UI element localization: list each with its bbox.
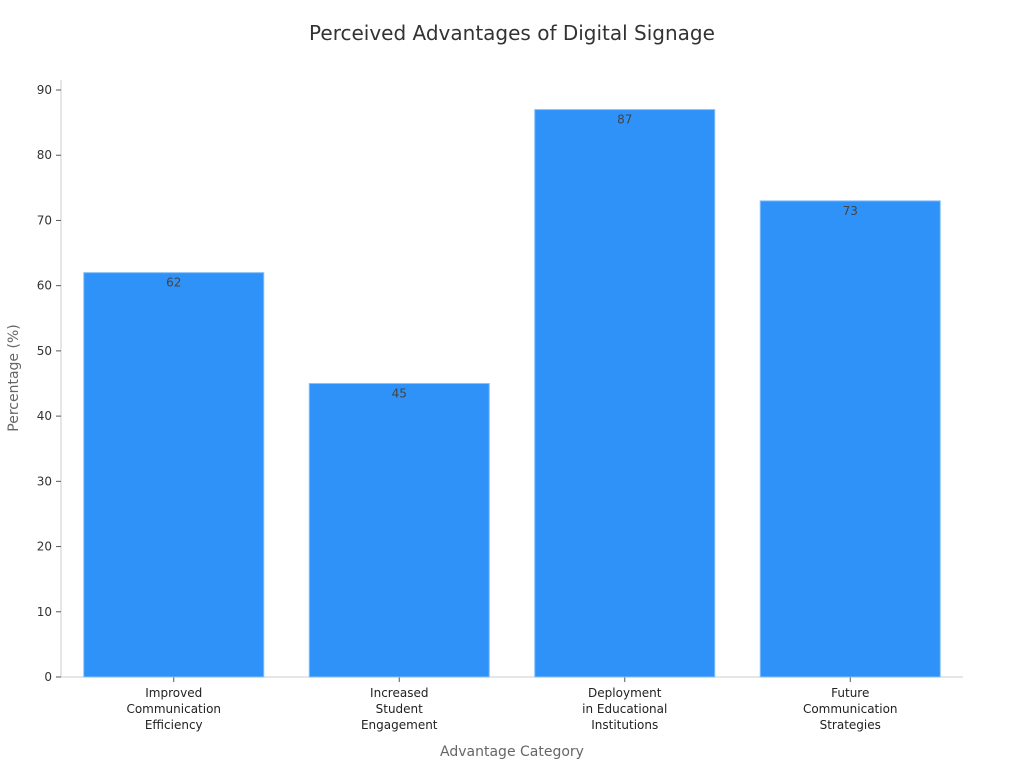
x-tick-label-line: Institutions (591, 718, 658, 732)
x-axis-label: Advantage Category (440, 744, 584, 760)
x-tick-label-line: in Educational (582, 702, 667, 716)
y-tick-label: 60 (37, 279, 52, 293)
y-tick-label: 90 (37, 83, 52, 97)
data-labels: 62 45 87 73 (166, 113, 858, 401)
y-tick-label: 40 (37, 409, 52, 423)
axes: 0 10 20 30 40 50 60 70 80 90 Improved Communication… (37, 80, 963, 732)
x-tick-label: Future Communication Strategies (803, 686, 898, 732)
x-tick-label-line: Communication (126, 702, 221, 716)
x-tick-label-line: Future (831, 686, 869, 700)
x-tick-label-line: Improved (145, 686, 202, 700)
x-tick-label: Deployment in Educational Institutions (582, 686, 667, 732)
bar (534, 109, 716, 678)
bar-value-label: 87 (617, 113, 632, 127)
bar (83, 272, 265, 678)
y-tick-label: 70 (37, 213, 52, 227)
y-tick-label: 30 (37, 474, 52, 488)
y-tick-label: 80 (37, 148, 52, 162)
y-tick-label: 20 (37, 540, 52, 554)
chart-title: Perceived Advantages of Digital Signage (309, 21, 715, 45)
bar-value-label: 73 (843, 204, 858, 218)
bars (83, 109, 941, 678)
y-axis-label: Percentage (%) (6, 324, 22, 431)
x-tick-label-line: Communication (803, 702, 898, 716)
x-tick-label: Improved Communication Efficiency (126, 686, 221, 732)
x-tick-label-line: Engagement (361, 718, 438, 732)
y-tick-label: 0 (44, 670, 52, 684)
x-tick-label-line: Deployment (588, 686, 662, 700)
bar (759, 200, 941, 678)
y-tick-label: 10 (37, 605, 52, 619)
y-tick-label: 50 (37, 344, 52, 358)
x-tick-label-line: Strategies (820, 718, 881, 732)
bar-value-label: 45 (392, 387, 407, 401)
bar (308, 383, 490, 678)
x-tick-label: Increased Student Engagement (361, 686, 438, 732)
x-tick-label-line: Efficiency (145, 718, 203, 732)
x-tick-label-line: Student (376, 702, 424, 716)
bar-value-label: 62 (166, 276, 181, 290)
x-tick-label-line: Increased (370, 686, 428, 700)
